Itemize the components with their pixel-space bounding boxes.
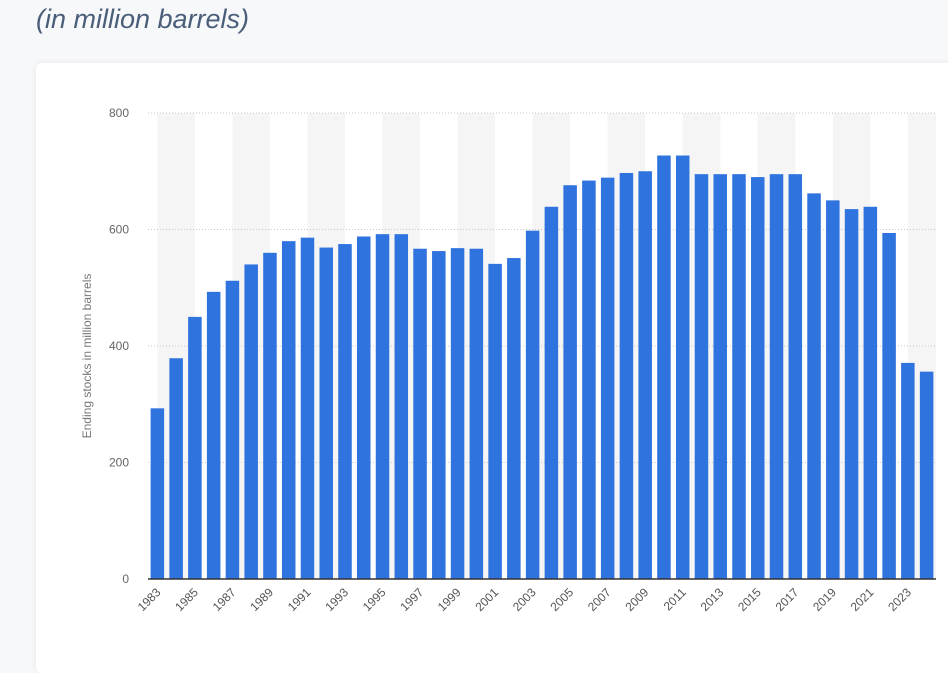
x-tick-label: 2007: [585, 585, 614, 614]
chart-subtitle: (in million barrels): [36, 4, 250, 34]
bar-2007[interactable]: [600, 177, 615, 579]
x-tick-label: 2003: [510, 585, 539, 614]
bar-2016[interactable]: [769, 174, 784, 579]
bar-1994[interactable]: [357, 236, 371, 580]
bar-1989[interactable]: [263, 252, 277, 580]
x-tick-label: 2005: [547, 585, 576, 614]
bar-2004[interactable]: [544, 206, 559, 579]
x-tick-label: 2017: [773, 585, 802, 614]
bar-1987[interactable]: [225, 280, 240, 579]
y-axis-ticks: 0 200 400 600 800: [109, 106, 129, 586]
bar-1991[interactable]: [300, 237, 315, 579]
bar-2015[interactable]: [751, 177, 765, 579]
bar-2005[interactable]: [563, 185, 577, 579]
bar-2017[interactable]: [788, 174, 803, 579]
x-tick-label: 2013: [698, 585, 727, 614]
x-tick-label: 1995: [360, 585, 389, 614]
bar-1999[interactable]: [450, 248, 465, 579]
x-tick-label: 1991: [285, 585, 314, 614]
y-tick-label: 400: [109, 339, 129, 353]
bar-1996[interactable]: [394, 234, 409, 579]
bar-1997[interactable]: [413, 248, 427, 579]
bar-1983[interactable]: [150, 408, 165, 579]
x-tick-label: 1989: [247, 585, 276, 614]
x-tick-label: 2019: [810, 585, 839, 614]
x-tick-label: 2001: [472, 585, 501, 614]
bar-1998[interactable]: [432, 251, 446, 580]
x-tick-label: 2009: [623, 585, 652, 614]
x-tick-label: 2015: [735, 585, 764, 614]
bar-2020[interactable]: [844, 209, 859, 580]
x-axis-ticks: 1983 1985 1987 1989 1991 1993 1995 1997 1999 2001…: [135, 585, 914, 614]
bar-2024[interactable]: [919, 371, 934, 579]
bar-2002[interactable]: [507, 258, 521, 579]
x-tick-label: 1999: [435, 585, 464, 614]
bar-1990[interactable]: [281, 241, 296, 579]
bar-2008[interactable]: [619, 172, 634, 579]
y-tick-label: 0: [122, 572, 129, 586]
bar-1986[interactable]: [206, 291, 221, 579]
bar-2011[interactable]: [675, 155, 690, 579]
bar-2018[interactable]: [807, 193, 821, 579]
chart-card: 0 200 400 600 800 1983 1985 1987 1989 1991 1993 19…: [36, 63, 948, 673]
x-tick-label: 2011: [661, 585, 689, 613]
bar-1984[interactable]: [169, 358, 183, 579]
bars: [150, 155, 934, 580]
bar-2021[interactable]: [863, 206, 878, 579]
y-tick-label: 600: [109, 223, 129, 237]
bar-2000[interactable]: [469, 248, 484, 579]
x-tick-label: 1987: [210, 585, 239, 614]
bar-1995[interactable]: [375, 234, 390, 579]
bar-1992[interactable]: [319, 247, 333, 579]
x-tick-label: 1985: [172, 585, 201, 614]
bar-2022[interactable]: [882, 232, 896, 579]
bar-2006[interactable]: [582, 180, 596, 579]
y-axis-label: Ending stocks in million barrels: [80, 274, 94, 439]
bar-2023[interactable]: [901, 362, 915, 579]
bar-2009[interactable]: [638, 171, 652, 579]
bar-2010[interactable]: [657, 155, 671, 579]
x-tick-label: 2021: [848, 585, 877, 614]
x-tick-label: 1993: [322, 585, 351, 614]
y-tick-label: 200: [109, 456, 129, 470]
bar-2001[interactable]: [488, 263, 502, 579]
bar-2014[interactable]: [732, 174, 746, 579]
x-tick-label: 1997: [397, 585, 426, 614]
bar-2003[interactable]: [525, 230, 540, 580]
x-tick-label: 2023: [885, 585, 914, 614]
bar-1993[interactable]: [338, 244, 352, 579]
bar-1988[interactable]: [244, 264, 258, 579]
bar-2019[interactable]: [826, 200, 840, 579]
bar-1985[interactable]: [188, 316, 202, 579]
bar-2013[interactable]: [713, 174, 727, 579]
x-tick-label: 1983: [135, 585, 164, 614]
bar-2012[interactable]: [694, 174, 709, 579]
y-tick-label: 800: [109, 106, 129, 120]
gridlines: [148, 112, 936, 463]
